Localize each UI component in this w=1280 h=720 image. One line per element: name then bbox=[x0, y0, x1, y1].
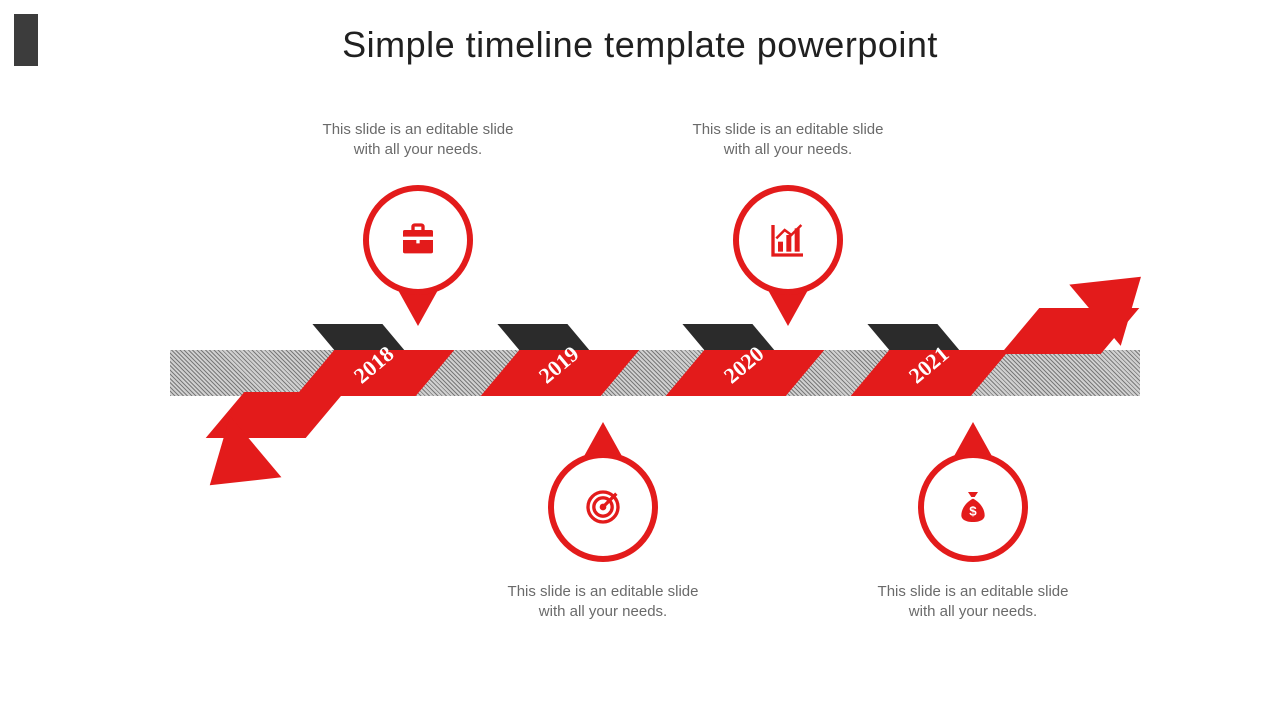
desc-2: This slide is an editable slide with all… bbox=[493, 582, 713, 623]
pin-4: $ bbox=[918, 452, 1028, 562]
svg-text:$: $ bbox=[969, 503, 977, 518]
desc-1: This slide is an editable slide with all… bbox=[308, 120, 528, 161]
pin-pointer-3 bbox=[768, 290, 808, 326]
desc-3: This slide is an editable slide with all… bbox=[678, 120, 898, 161]
money-bag-icon: $ bbox=[953, 487, 993, 527]
bar-chart-icon bbox=[768, 220, 808, 260]
slide-title: Simple timeline template powerpoint bbox=[0, 24, 1280, 66]
pin-1 bbox=[363, 185, 473, 295]
target-icon bbox=[583, 487, 623, 527]
pin-3 bbox=[733, 185, 843, 295]
briefcase-icon bbox=[398, 220, 438, 260]
desc-4: This slide is an editable slide with all… bbox=[863, 582, 1083, 623]
pin-pointer-1 bbox=[398, 290, 438, 326]
pin-2 bbox=[548, 452, 658, 562]
